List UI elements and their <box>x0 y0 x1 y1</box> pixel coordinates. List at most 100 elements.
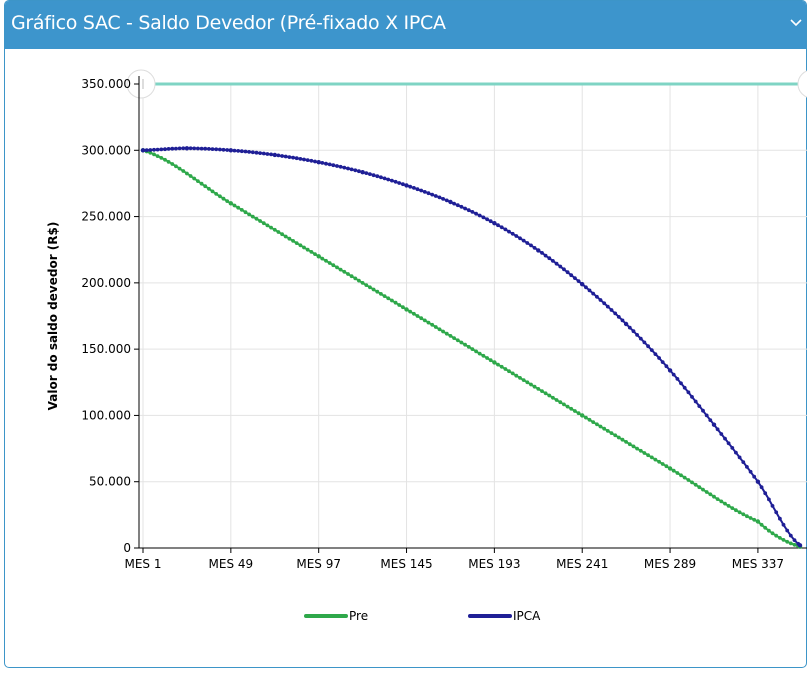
data-point <box>554 398 559 402</box>
data-point <box>357 169 361 174</box>
data-point <box>177 166 182 171</box>
data-point <box>210 147 215 152</box>
data-point <box>349 274 354 279</box>
data-point <box>518 236 522 241</box>
data-point <box>269 225 273 230</box>
data-point <box>503 227 508 232</box>
data-point <box>657 356 661 360</box>
chevron-down-icon[interactable] <box>788 15 804 31</box>
data-point <box>649 348 654 352</box>
data-point <box>704 413 709 418</box>
data-point <box>412 311 416 316</box>
data-point <box>532 246 537 250</box>
range-handle-right[interactable] <box>797 70 807 98</box>
data-point <box>353 276 358 281</box>
data-point <box>283 234 288 239</box>
data-point <box>616 435 621 440</box>
data-point <box>536 387 541 391</box>
data-point <box>148 150 153 155</box>
data-point <box>170 146 175 151</box>
data-point <box>609 308 614 312</box>
data-point <box>488 219 493 224</box>
data-point <box>152 147 156 152</box>
data-point <box>298 243 303 248</box>
data-point <box>455 338 460 343</box>
data-point <box>397 303 402 307</box>
data-point <box>470 210 475 214</box>
data-point <box>466 345 471 349</box>
data-point <box>196 146 200 151</box>
data-point <box>170 162 175 166</box>
data-point <box>196 179 200 184</box>
data-point <box>759 522 764 527</box>
data-point <box>250 214 255 219</box>
legend-label: IPCA <box>513 609 541 623</box>
data-point <box>181 169 186 173</box>
data-point <box>496 223 500 228</box>
data-point <box>163 157 167 162</box>
data-point <box>335 164 339 168</box>
data-point <box>767 497 771 502</box>
data-point <box>525 380 530 385</box>
range-handle-left[interactable] <box>126 69 156 99</box>
data-point <box>254 216 259 221</box>
data-point <box>525 241 530 245</box>
data-point <box>507 369 511 374</box>
data-point <box>613 433 618 438</box>
data-point <box>360 281 365 285</box>
range-selector[interactable] <box>126 69 807 99</box>
data-point <box>481 353 486 358</box>
data-point <box>690 395 694 399</box>
data-point <box>382 294 387 298</box>
data-point <box>514 234 519 238</box>
data-point <box>210 189 215 194</box>
data-point <box>730 506 735 510</box>
data-point <box>485 217 489 222</box>
data-point <box>671 372 676 377</box>
data-point <box>225 148 230 152</box>
data-point <box>437 327 442 332</box>
data-point <box>305 247 310 252</box>
grid <box>139 83 807 548</box>
data-point <box>294 241 299 246</box>
data-point <box>730 446 735 450</box>
data-point <box>755 519 761 524</box>
data-point <box>781 522 786 527</box>
data-point <box>646 453 650 458</box>
data-point <box>280 232 284 237</box>
data-point <box>591 420 596 424</box>
data-point <box>357 278 361 283</box>
data-point <box>291 239 295 243</box>
data-point <box>426 191 431 196</box>
data-point <box>573 409 577 413</box>
data-point <box>675 471 680 475</box>
data-point <box>679 381 683 386</box>
data-point <box>338 267 343 272</box>
data-point <box>514 373 519 378</box>
data-point <box>792 542 797 547</box>
data-point <box>408 309 413 314</box>
data-point <box>228 148 233 153</box>
data-point <box>386 296 391 301</box>
data-point <box>602 301 607 306</box>
data-point <box>177 146 182 151</box>
data-point <box>444 331 449 336</box>
data-point <box>737 510 742 515</box>
data-point <box>342 269 347 274</box>
data-point <box>745 514 749 519</box>
data-point <box>598 298 603 302</box>
legend-item-pre: Pre <box>304 609 368 623</box>
data-point <box>419 316 424 321</box>
data-point <box>386 177 391 182</box>
data-point <box>261 221 266 226</box>
data-point <box>598 424 603 429</box>
data-point <box>375 289 380 294</box>
axes: 0 50.000 100.000 150.000 200.000 250.000 300.0… <box>46 76 807 571</box>
data-point <box>521 238 526 243</box>
data-point <box>313 252 317 256</box>
data-point <box>441 329 445 334</box>
data-point <box>291 155 295 160</box>
data-point <box>507 229 511 234</box>
data-point <box>726 441 731 446</box>
